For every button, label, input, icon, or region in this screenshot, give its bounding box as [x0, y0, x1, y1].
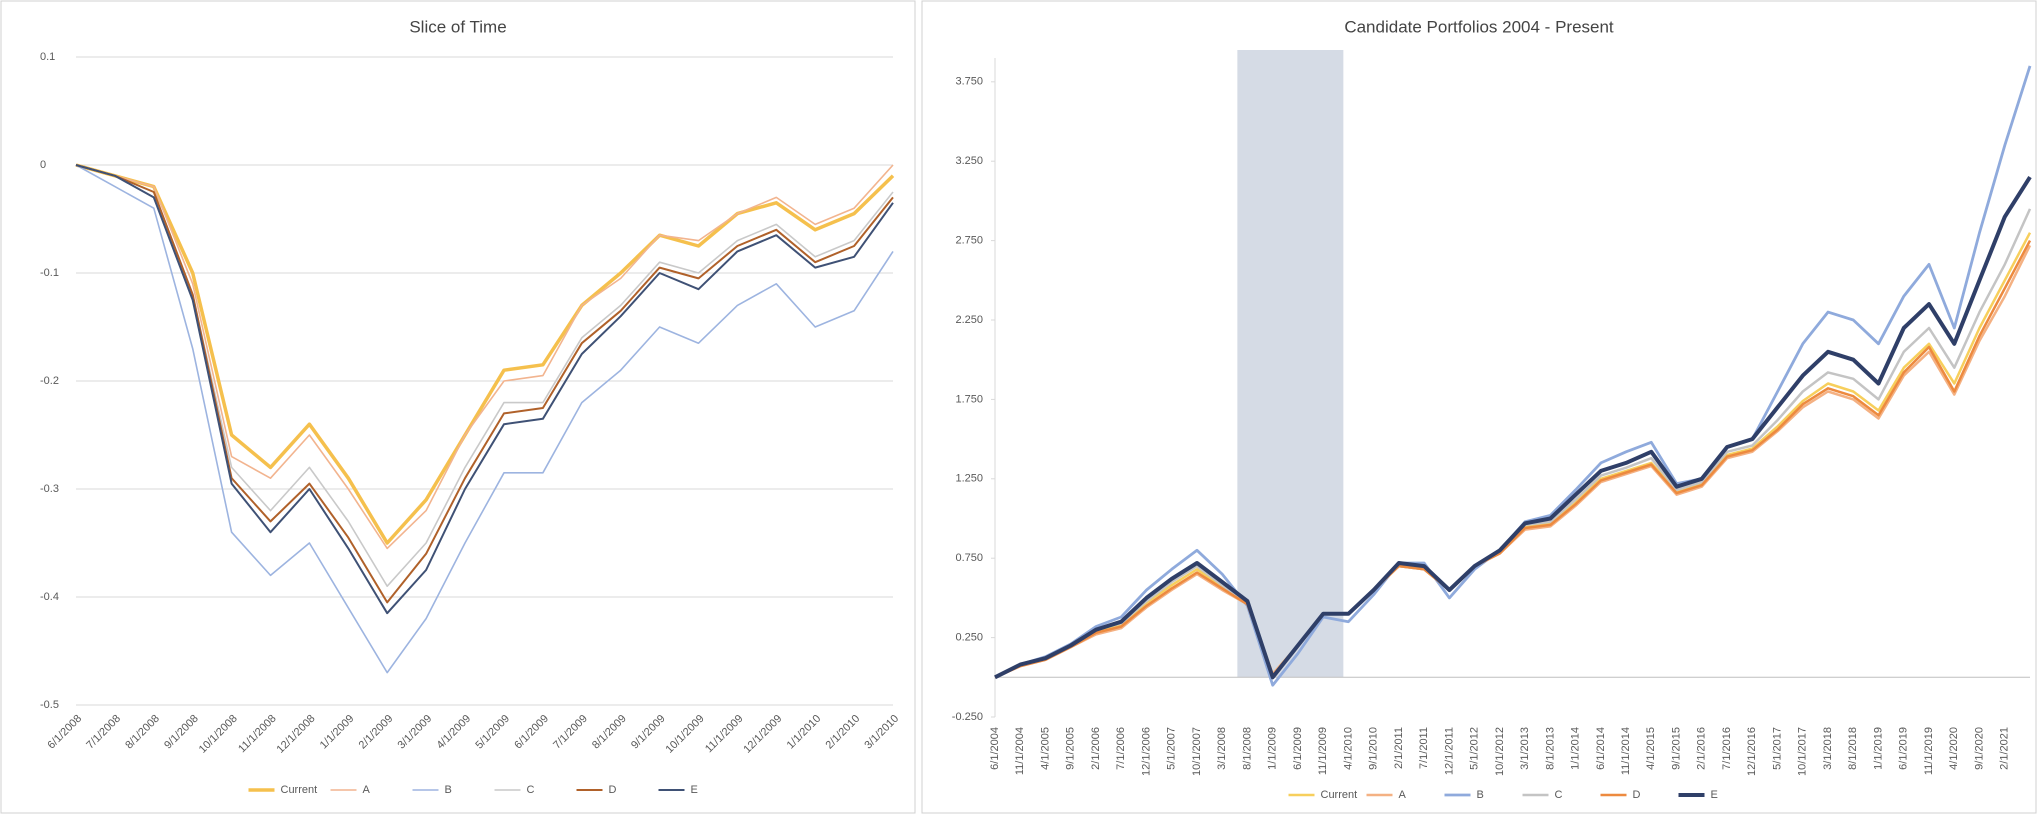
y-tick-label: 1.750	[955, 393, 983, 405]
x-tick-label: 4/1/2015	[1645, 727, 1657, 770]
x-tick-label: 12/1/2016	[1746, 727, 1758, 776]
y-tick-label: -0.5	[40, 699, 59, 711]
x-tick-label: 6/1/2014	[1595, 727, 1607, 770]
y-tick-label: 2.750	[955, 235, 983, 247]
y-tick-label: -0.1	[40, 267, 59, 279]
x-tick-label: 12/1/2011	[1443, 727, 1455, 775]
series-line	[994, 176, 2032, 680]
highlight-band	[1237, 50, 1344, 678]
x-tick-label: 10/1/2012	[1494, 727, 1506, 776]
panel-left	[0, 0, 916, 814]
x-tick-label: 6/1/2009	[1292, 727, 1304, 770]
x-tick-label: 2/1/2006	[1090, 727, 1102, 770]
legend-label: A	[1399, 789, 1407, 801]
series-line	[75, 164, 894, 604]
x-tick-label: 11/1/2009	[1317, 727, 1329, 775]
x-tick-label: 5/1/2012	[1469, 727, 1481, 770]
y-tick-label: 2.250	[955, 314, 983, 326]
series-line	[75, 164, 894, 550]
x-tick-label: 11/1/2004	[1014, 727, 1026, 775]
y-tick-label: 0.750	[955, 552, 983, 564]
x-tick-label: 7/1/2016	[1721, 727, 1733, 770]
x-tick-label: 8/1/2013	[1544, 727, 1556, 770]
y-tick-label: -0.3	[40, 483, 59, 495]
x-tick-label: 3/1/2018	[1822, 727, 1834, 770]
x-tick-label: 2/1/2011	[1393, 727, 1405, 769]
legend-label: E	[1711, 789, 1718, 801]
legend-label: E	[691, 784, 698, 796]
legend-label: A	[363, 784, 371, 796]
x-tick-label: 1/1/2009	[1267, 727, 1279, 770]
series-line	[75, 164, 894, 587]
x-tick-label: 1/1/2019	[1872, 727, 1884, 770]
legend-label: B	[1477, 789, 1484, 801]
chart-title: Candidate Portfolios 2004 - Present	[1344, 17, 1614, 36]
y-tick-label: 0.250	[955, 632, 983, 644]
x-tick-label: 2/1/2016	[1696, 727, 1708, 770]
series-line	[75, 164, 894, 615]
x-tick-label: 11/1/2014	[1620, 727, 1632, 775]
y-tick-label: -0.250	[952, 711, 983, 723]
legend-label: B	[445, 784, 452, 796]
x-tick-label: 8/1/2008	[1241, 727, 1253, 770]
y-tick-label: -0.2	[40, 375, 59, 387]
x-tick-label: 11/1/2019	[1923, 727, 1935, 775]
x-tick-label: 4/1/2005	[1039, 727, 1051, 770]
legend-label: Current	[1321, 789, 1358, 801]
x-tick-label: 12/1/2006	[1140, 727, 1152, 776]
legend-label: D	[1633, 789, 1641, 801]
x-tick-label: 4/1/2020	[1948, 727, 1960, 770]
x-tick-label: 8/1/2018	[1847, 727, 1859, 770]
x-tick-label: 9/1/2020	[1973, 727, 1985, 770]
y-tick-label: 3.750	[955, 76, 983, 88]
x-tick-label: 1/1/2014	[1570, 727, 1582, 770]
x-tick-label: 10/1/2017	[1797, 727, 1809, 776]
legend-label: C	[527, 784, 535, 796]
x-tick-label: 6/1/2019	[1898, 727, 1910, 770]
series-line	[75, 164, 894, 674]
x-tick-label: 5/1/2007	[1166, 727, 1178, 770]
x-tick-label: 3/1/2008	[1216, 727, 1228, 770]
series-line	[75, 163, 895, 545]
y-tick-label: -0.4	[40, 591, 59, 603]
series-line	[994, 240, 2032, 679]
x-tick-label: 9/1/2005	[1065, 727, 1077, 770]
legend-label: Current	[281, 784, 318, 796]
y-tick-label: 3.250	[955, 155, 983, 167]
legend-label: D	[609, 784, 617, 796]
x-tick-label: 7/1/2011	[1418, 727, 1430, 769]
y-tick-label: 1.250	[955, 473, 983, 485]
x-tick-label: 6/1/2004	[989, 727, 1001, 770]
x-tick-label: 5/1/2017	[1771, 727, 1783, 770]
x-tick-label: 7/1/2006	[1115, 727, 1127, 770]
chart-title: Slice of Time	[409, 17, 506, 36]
x-tick-label: 4/1/2010	[1342, 727, 1354, 770]
x-tick-label: 9/1/2015	[1670, 727, 1682, 770]
y-tick-label: 0.1	[40, 51, 55, 63]
y-tick-label: 0	[40, 159, 46, 171]
x-tick-label: 3/1/2013	[1519, 727, 1531, 770]
legend-label: C	[1555, 789, 1563, 801]
x-tick-label: 9/1/2010	[1368, 727, 1380, 770]
x-tick-label: 2/1/2021	[1999, 727, 2011, 770]
x-tick-label: 10/1/2007	[1191, 727, 1203, 776]
